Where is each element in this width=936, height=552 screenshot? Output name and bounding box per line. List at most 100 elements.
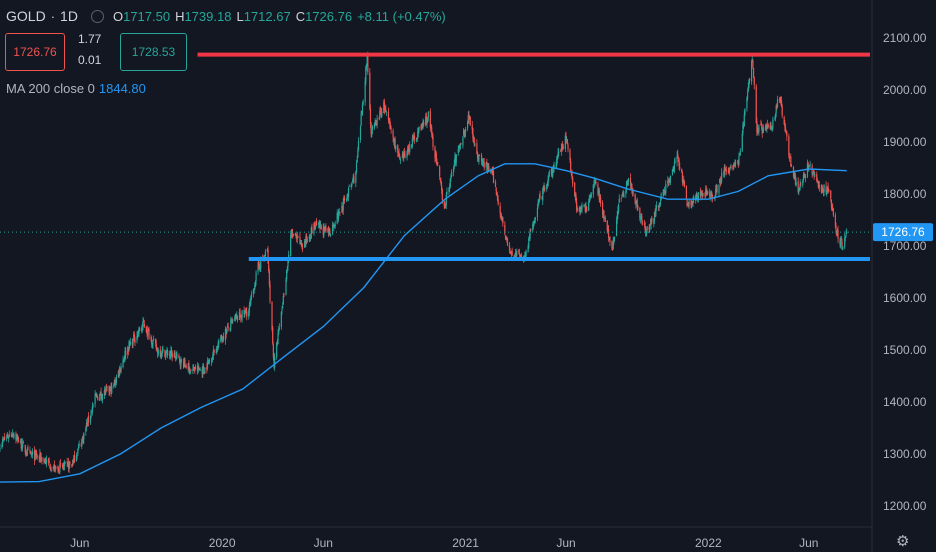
candle: [790, 163, 793, 168]
candle: [620, 197, 622, 202]
candle: [603, 210, 605, 222]
candle: [291, 229, 293, 238]
candle: [161, 352, 163, 360]
candle: [440, 177, 442, 186]
spread-bottom: 0.01: [78, 53, 102, 67]
candle: [148, 326, 150, 341]
x-tick-label: Jun: [70, 536, 89, 550]
candle: [174, 350, 176, 359]
candle: [333, 224, 335, 232]
candle: [86, 421, 88, 428]
candle: [737, 159, 739, 164]
candle: [369, 104, 372, 129]
candle: [548, 171, 550, 182]
candle: [192, 363, 195, 369]
candle: [649, 223, 651, 233]
candle: [103, 386, 106, 399]
interval-label[interactable]: 1D: [60, 8, 78, 24]
candle: [244, 309, 246, 318]
candle: [30, 450, 32, 458]
candle: [774, 112, 777, 122]
candle: [173, 350, 175, 358]
candle: [81, 438, 83, 450]
candle: [24, 444, 26, 456]
candle: [20, 438, 22, 444]
candle: [268, 260, 270, 273]
candle: [445, 192, 447, 210]
candle: [278, 325, 280, 336]
candle: [682, 178, 684, 184]
candle: [117, 370, 119, 378]
candle: [685, 185, 688, 200]
candle: [574, 192, 576, 201]
candle: [723, 169, 725, 178]
candle: [426, 118, 428, 129]
candle: [423, 119, 425, 127]
candle: [688, 198, 690, 210]
candle: [783, 115, 785, 125]
sell-button[interactable]: 1726.76: [5, 33, 65, 71]
candle: [560, 143, 562, 156]
candle: [660, 192, 662, 201]
candle: [435, 149, 437, 162]
candle: [677, 156, 680, 163]
buy-button[interactable]: 1728.53: [120, 33, 187, 71]
indicator-label: MA 200 close 0: [6, 81, 95, 96]
candle: [732, 164, 734, 171]
candle: [118, 368, 120, 379]
candle: [353, 172, 355, 184]
indicator-legend[interactable]: MA 200 close 0 1844.80: [6, 81, 146, 96]
candle: [336, 209, 338, 225]
candle: [379, 107, 381, 121]
candle: [845, 230, 847, 238]
candle: [690, 199, 692, 208]
candle: [566, 136, 568, 143]
candle: [562, 144, 564, 150]
candle: [272, 325, 274, 346]
candle: [120, 363, 122, 374]
candle: [225, 327, 227, 339]
candle: [119, 368, 121, 373]
candle: [818, 181, 821, 192]
candle: [576, 205, 578, 213]
candle: [627, 179, 629, 186]
candle: [449, 178, 451, 189]
candle: [808, 164, 810, 172]
candle: [663, 188, 665, 197]
candle: [457, 145, 459, 156]
candle: [147, 325, 149, 340]
candle: [278, 323, 280, 331]
candle: [123, 358, 125, 363]
candle: [81, 436, 84, 443]
candle: [162, 345, 164, 353]
candle: [427, 116, 429, 123]
candle: [68, 461, 70, 474]
candle: [719, 176, 721, 187]
symbol-name[interactable]: GOLD: [6, 8, 46, 24]
candle: [794, 171, 796, 179]
candle: [547, 175, 549, 187]
candle: [234, 314, 236, 322]
candle: [578, 206, 580, 212]
candle: [846, 228, 848, 234]
candle: [221, 335, 223, 344]
candle: [29, 450, 32, 455]
gear-icon[interactable]: ⚙: [896, 533, 910, 550]
candle: [827, 182, 829, 194]
candle: [541, 195, 543, 200]
candle: [72, 458, 74, 466]
candle: [71, 463, 73, 468]
candle: [22, 438, 24, 452]
candle: [248, 301, 251, 316]
candle: [138, 326, 140, 337]
candle: [659, 202, 661, 208]
candle: [26, 447, 28, 456]
y-tick-label: 2100.00: [883, 31, 927, 45]
candle: [780, 96, 782, 106]
eye-circle-icon[interactable]: [90, 9, 104, 23]
candle: [35, 448, 37, 456]
candle: [94, 390, 96, 408]
candle: [459, 144, 461, 152]
candle: [403, 149, 405, 162]
